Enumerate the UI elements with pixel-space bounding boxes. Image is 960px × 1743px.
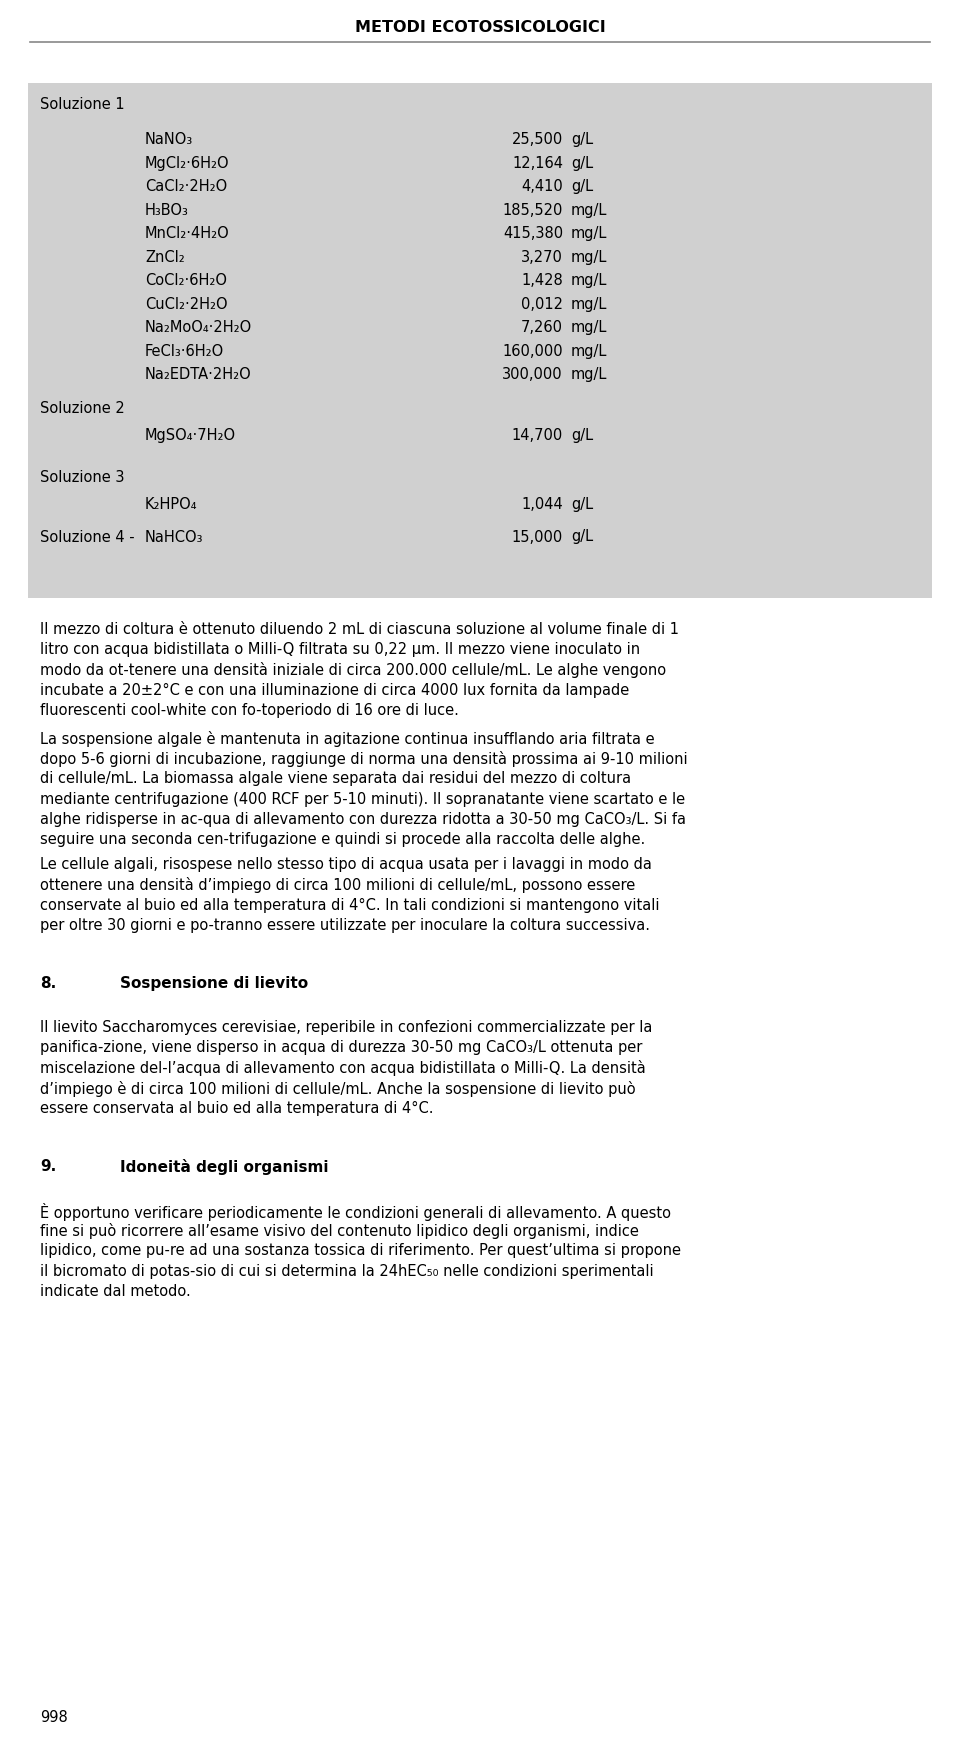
Text: CaCl₂·2H₂O: CaCl₂·2H₂O bbox=[145, 180, 228, 193]
Text: litro con acqua bidistillata o Milli-Q filtrata su 0,22 μm. Il mezzo viene inocu: litro con acqua bidistillata o Milli-Q f… bbox=[40, 641, 640, 657]
Text: seguire una seconda cen-trifugazione e quindi si procede alla raccolta delle alg: seguire una seconda cen-trifugazione e q… bbox=[40, 831, 645, 847]
Text: mg/L: mg/L bbox=[571, 227, 608, 241]
Text: 1,044: 1,044 bbox=[521, 497, 563, 511]
Text: lipidico, come pu-re ad una sostanza tossica di riferimento. Per quest’ultima si: lipidico, come pu-re ad una sostanza tos… bbox=[40, 1243, 681, 1258]
Text: Soluzione 4 -: Soluzione 4 - bbox=[40, 530, 134, 544]
Text: Na₂EDTA·2H₂O: Na₂EDTA·2H₂O bbox=[145, 368, 252, 382]
Text: MgCl₂·6H₂O: MgCl₂·6H₂O bbox=[145, 155, 229, 171]
Text: incubate a 20±2°C e con una illuminazione di circa 4000 lux fornita da lampade: incubate a 20±2°C e con una illuminazion… bbox=[40, 683, 629, 697]
Text: 14,700: 14,700 bbox=[512, 427, 563, 443]
Text: MnCl₂·4H₂O: MnCl₂·4H₂O bbox=[145, 227, 229, 241]
Text: mg/L: mg/L bbox=[571, 274, 608, 288]
Text: g/L: g/L bbox=[571, 530, 593, 544]
Text: g/L: g/L bbox=[571, 497, 593, 511]
Text: conservate al buio ed alla temperatura di 4°C. In tali condizioni si mantengono : conservate al buio ed alla temperatura d… bbox=[40, 898, 660, 913]
Text: FeCl₃·6H₂O: FeCl₃·6H₂O bbox=[145, 343, 225, 359]
Text: METODI ECOTOSSICOLOGICI: METODI ECOTOSSICOLOGICI bbox=[354, 19, 606, 35]
Text: ottenere una densità d’impiego di circa 100 milioni di cellule/mL, possono esser: ottenere una densità d’impiego di circa … bbox=[40, 877, 636, 894]
Text: 3,270: 3,270 bbox=[521, 249, 563, 265]
Text: g/L: g/L bbox=[571, 132, 593, 146]
Text: 12,164: 12,164 bbox=[512, 155, 563, 171]
Text: panifica-zione, viene disperso in acqua di durezza 30-50 mg CaCO₃/L ottenuta per: panifica-zione, viene disperso in acqua … bbox=[40, 1041, 642, 1055]
Text: Il mezzo di coltura è ottenuto diluendo 2 mL di ciascuna soluzione al volume fin: Il mezzo di coltura è ottenuto diluendo … bbox=[40, 622, 679, 636]
Text: mg/L: mg/L bbox=[571, 321, 608, 335]
Text: 185,520: 185,520 bbox=[503, 202, 563, 218]
Text: Soluzione 3: Soluzione 3 bbox=[40, 469, 125, 485]
Text: Idoneità degli organismi: Idoneità degli organismi bbox=[120, 1159, 328, 1175]
Text: 1,428: 1,428 bbox=[521, 274, 563, 288]
Text: H₃BO₃: H₃BO₃ bbox=[145, 202, 189, 218]
Text: fluorescenti cool-white con fo-toperiodo di 16 ore di luce.: fluorescenti cool-white con fo-toperiodo… bbox=[40, 702, 459, 718]
Text: mg/L: mg/L bbox=[571, 368, 608, 382]
Text: 4,410: 4,410 bbox=[521, 180, 563, 193]
Text: 9.: 9. bbox=[40, 1159, 57, 1175]
Text: miscelazione del-l’acqua di allevamento con acqua bidistillata o Milli-Q. La den: miscelazione del-l’acqua di allevamento … bbox=[40, 1060, 646, 1077]
Text: Sospensione di lievito: Sospensione di lievito bbox=[120, 976, 308, 992]
Text: Na₂MoO₄·2H₂O: Na₂MoO₄·2H₂O bbox=[145, 321, 252, 335]
Text: NaHCO₃: NaHCO₃ bbox=[145, 530, 204, 544]
Text: K₂HPO₄: K₂HPO₄ bbox=[145, 497, 198, 511]
Text: 7,260: 7,260 bbox=[521, 321, 563, 335]
Text: La sospensione algale è mantenuta in agitazione continua insufflando aria filtra: La sospensione algale è mantenuta in agi… bbox=[40, 730, 655, 748]
Text: alghe ridisperse in ac-qua di allevamento con durezza ridotta a 30-50 mg CaCO₃/L: alghe ridisperse in ac-qua di allevament… bbox=[40, 812, 686, 826]
Text: 415,380: 415,380 bbox=[503, 227, 563, 241]
Text: essere conservata al buio ed alla temperatura di 4°C.: essere conservata al buio ed alla temper… bbox=[40, 1102, 434, 1116]
Text: CuCl₂·2H₂O: CuCl₂·2H₂O bbox=[145, 296, 228, 312]
Text: il bicromato di potas-sio di cui si determina la 24hEC₅₀ nelle condizioni sperim: il bicromato di potas-sio di cui si dete… bbox=[40, 1264, 654, 1279]
Text: 160,000: 160,000 bbox=[502, 343, 563, 359]
Text: CoCl₂·6H₂O: CoCl₂·6H₂O bbox=[145, 274, 227, 288]
Text: mg/L: mg/L bbox=[571, 202, 608, 218]
Text: NaNO₃: NaNO₃ bbox=[145, 132, 193, 146]
Text: mg/L: mg/L bbox=[571, 296, 608, 312]
Text: 8.: 8. bbox=[40, 976, 57, 992]
Text: Soluzione 1: Soluzione 1 bbox=[40, 98, 125, 112]
Bar bbox=[28, 84, 932, 598]
Text: 300,000: 300,000 bbox=[502, 368, 563, 382]
Text: mg/L: mg/L bbox=[571, 343, 608, 359]
Text: d’impiego è di circa 100 milioni di cellule/mL. Anche la sospensione di lievito : d’impiego è di circa 100 milioni di cell… bbox=[40, 1081, 636, 1096]
Text: ZnCl₂: ZnCl₂ bbox=[145, 249, 184, 265]
Text: 998: 998 bbox=[40, 1710, 68, 1726]
Text: MgSO₄·7H₂O: MgSO₄·7H₂O bbox=[145, 427, 236, 443]
Text: 25,500: 25,500 bbox=[512, 132, 563, 146]
Text: mg/L: mg/L bbox=[571, 249, 608, 265]
Text: Il lievito Saccharomyces cerevisiae, reperibile in confezioni commercializzate p: Il lievito Saccharomyces cerevisiae, rep… bbox=[40, 1020, 653, 1035]
Text: 0,012: 0,012 bbox=[521, 296, 563, 312]
Text: di cellule/mL. La biomassa algale viene separata dai residui del mezzo di coltur: di cellule/mL. La biomassa algale viene … bbox=[40, 772, 631, 786]
Text: g/L: g/L bbox=[571, 155, 593, 171]
Text: È opportuno verificare periodicamente le condizioni generali di allevamento. A q: È opportuno verificare periodicamente le… bbox=[40, 1203, 671, 1222]
Text: fine si può ricorrere all’esame visivo del contenuto lipidico degli organismi, i: fine si può ricorrere all’esame visivo d… bbox=[40, 1224, 638, 1239]
Text: g/L: g/L bbox=[571, 427, 593, 443]
Text: Soluzione 2: Soluzione 2 bbox=[40, 401, 125, 415]
Text: g/L: g/L bbox=[571, 180, 593, 193]
Text: modo da ot-tenere una densità iniziale di circa 200.000 cellule/mL. Le alghe ven: modo da ot-tenere una densità iniziale d… bbox=[40, 662, 666, 678]
Text: indicate dal metodo.: indicate dal metodo. bbox=[40, 1285, 191, 1299]
Text: 15,000: 15,000 bbox=[512, 530, 563, 544]
Text: mediante centrifugazione (400 RCF per 5-10 minuti). Il sopranatante viene scarta: mediante centrifugazione (400 RCF per 5-… bbox=[40, 791, 685, 807]
Text: per oltre 30 giorni e po-tranno essere utilizzate per inoculare la coltura succe: per oltre 30 giorni e po-tranno essere u… bbox=[40, 919, 650, 933]
Text: dopo 5-6 giorni di incubazione, raggiunge di norma una densità prossima ai 9-10 : dopo 5-6 giorni di incubazione, raggiung… bbox=[40, 751, 687, 767]
Text: Le cellule algali, risospese nello stesso tipo di acqua usata per i lavaggi in m: Le cellule algali, risospese nello stess… bbox=[40, 858, 652, 872]
